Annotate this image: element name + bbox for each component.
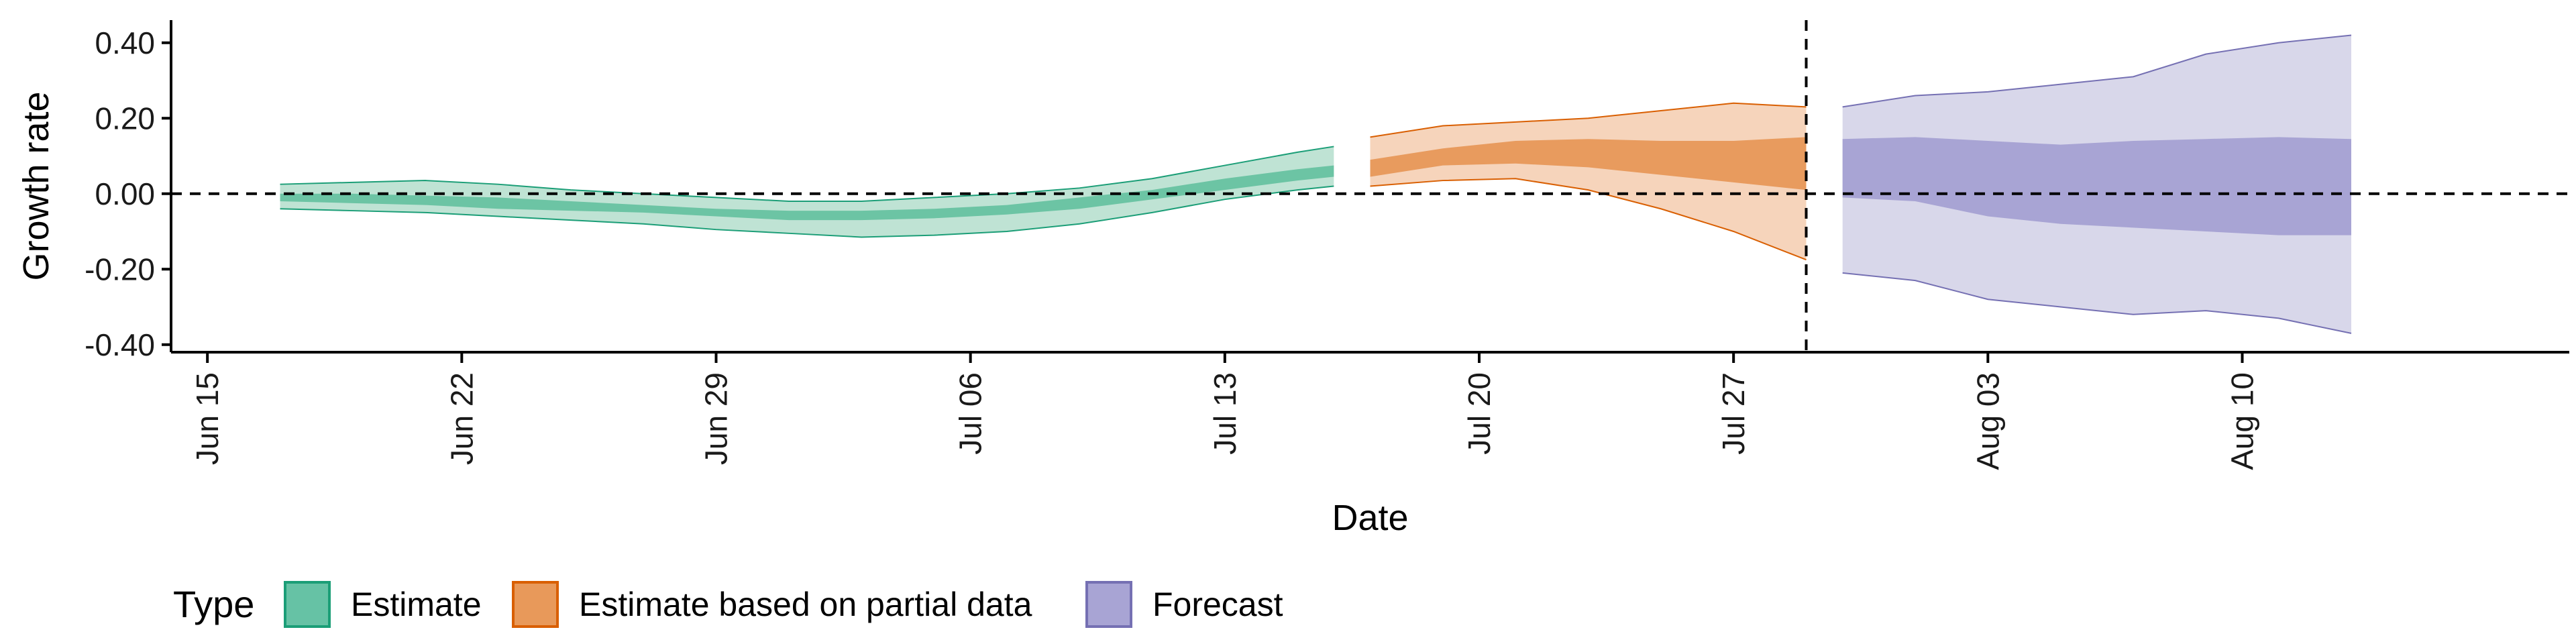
- band-upper-edge-2: [1842, 34, 2352, 108]
- legend-swatch: [512, 581, 559, 628]
- legend-label: Estimate based on partial data: [579, 586, 1032, 623]
- legend: Type Estimate Estimate based on partial d…: [173, 581, 1283, 628]
- y-axis-title: Growth rate: [16, 91, 56, 280]
- legend-label: Estimate: [351, 586, 482, 623]
- x-tick-label: Jun 29: [699, 372, 734, 465]
- legend-item: Forecast: [1085, 581, 1283, 628]
- x-tick-label: Aug 10: [2225, 372, 2260, 470]
- band-upper-edge-0: [280, 146, 1334, 202]
- y-tick-label: -0.20: [85, 252, 155, 286]
- legend-title: Type: [173, 583, 254, 625]
- y-tick-label: 0.20: [95, 101, 155, 136]
- band-upper-edge-1: [1370, 102, 1807, 138]
- legend-items: Estimate Estimate based on partial data Fo…: [284, 581, 1283, 628]
- x-tick-label: Jul 27: [1716, 372, 1751, 455]
- axes: -0.40 -0.20 0.00 0.20 0.40 Jun 15 Jun 22 Jun 2…: [16, 20, 2569, 538]
- legend-swatch: [1085, 581, 1132, 628]
- x-tick-label: Jun 15: [190, 372, 225, 465]
- band-lower-edge-2: [1842, 272, 2352, 334]
- y-ticks: -0.40 -0.20 0.00 0.20 0.40: [85, 25, 171, 362]
- legend-swatch: [284, 581, 331, 628]
- x-tick-label: Jun 22: [444, 372, 479, 465]
- band-lower-edge-0: [280, 185, 1334, 238]
- series-estimate-based-on-partial-data: [1370, 102, 1807, 261]
- x-tick-label: Aug 03: [1970, 372, 2005, 470]
- legend-item: Estimate based on partial data: [512, 581, 1032, 628]
- x-tick-label: Jul 20: [1462, 372, 1497, 455]
- y-tick-label: 0.00: [95, 176, 155, 211]
- y-tick-label: -0.40: [85, 327, 155, 362]
- reference-lines: [171, 20, 2569, 352]
- x-tick-label: Jul 13: [1208, 372, 1242, 455]
- band-90-0: [280, 146, 1334, 237]
- band-50-1: [1370, 137, 1807, 191]
- band-50-2: [1842, 137, 2351, 235]
- x-tick-label: Jul 06: [953, 372, 988, 455]
- x-ticks: Jun 15 Jun 22 Jun 29 Jul 06 Jul 13 Jul 20 Jul …: [190, 352, 2260, 470]
- series-bands: [280, 34, 2352, 334]
- legend-item: Estimate: [284, 581, 482, 628]
- y-tick-label: 0.40: [95, 25, 155, 60]
- band-50-0: [280, 165, 1334, 221]
- series-estimate: [280, 146, 1334, 238]
- x-axis-title: Date: [1332, 498, 1408, 538]
- series-forecast: [1842, 34, 2352, 334]
- band-lower-edge-1: [1370, 178, 1807, 261]
- legend-label: Forecast: [1152, 586, 1283, 623]
